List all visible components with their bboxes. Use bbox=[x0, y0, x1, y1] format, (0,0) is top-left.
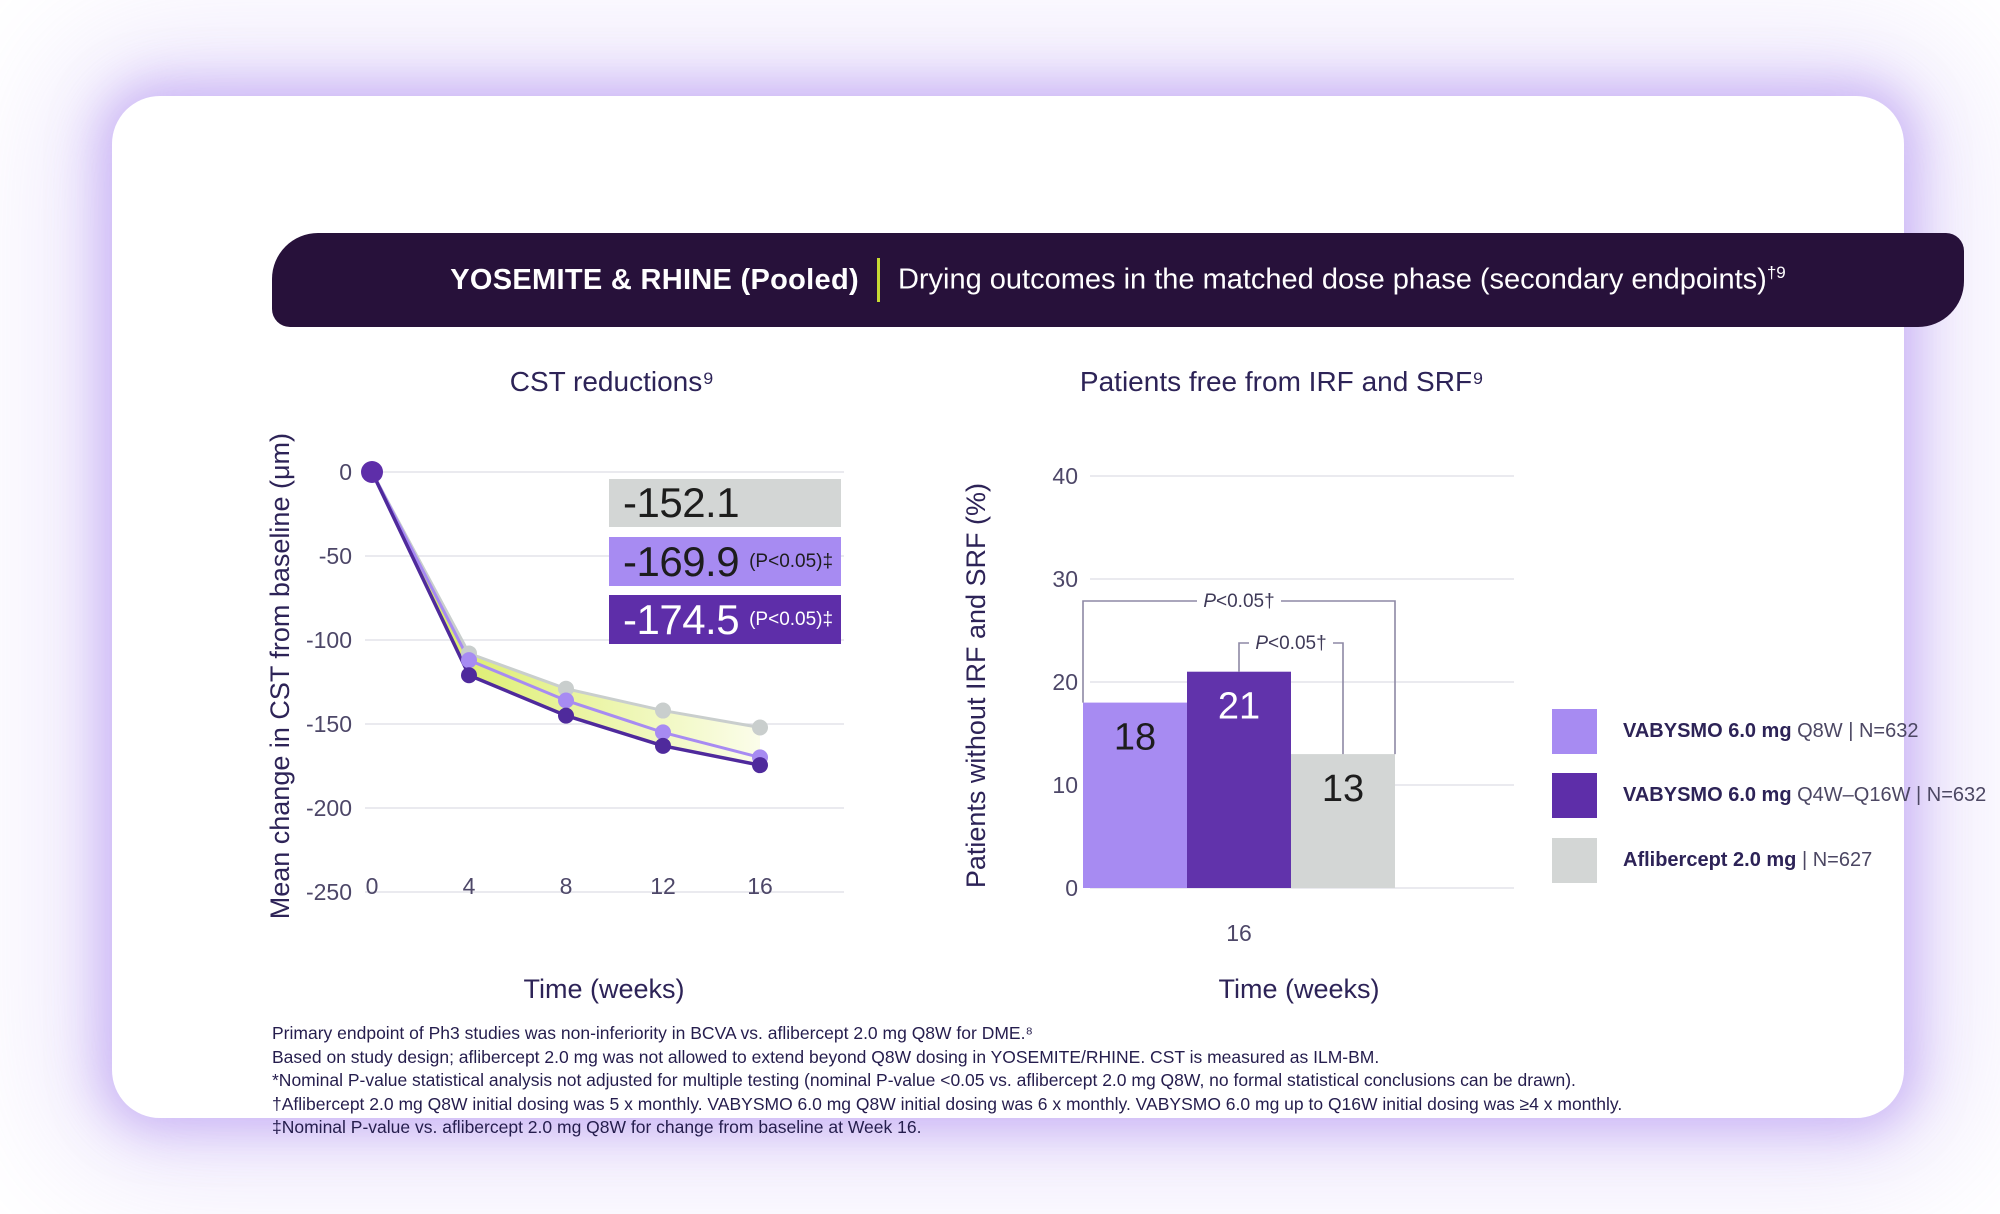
footnote-line: †Aflibercept 2.0 mg Q8W initial dosing w… bbox=[272, 1093, 1623, 1114]
legend-label-aflibercept: Aflibercept 2.0 mg | N=627 bbox=[1623, 848, 1873, 871]
svg-text:0: 0 bbox=[366, 873, 379, 899]
svg-text:12: 12 bbox=[650, 873, 676, 899]
svg-text:0: 0 bbox=[339, 459, 352, 485]
svg-text:18: 18 bbox=[1114, 717, 1156, 759]
irf-srf-chart-title: Patients free from IRF and SRF⁹ bbox=[1079, 366, 1485, 397]
svg-text:-150: -150 bbox=[306, 711, 352, 737]
cst-value-box-q8w: -169.9 (P<0.05)‡ bbox=[609, 537, 841, 586]
legend-item-vabysmo-q4w-q16w: VABYSMO 6.0 mg Q4W–Q16W | N=632 bbox=[1552, 772, 1986, 818]
legend-swatch-aflibercept bbox=[1552, 837, 1597, 883]
cst-pvalue-q4w16w: (P<0.05)‡ bbox=[749, 608, 834, 630]
footnote-line: Based on study design; aflibercept 2.0 m… bbox=[272, 1046, 1380, 1067]
svg-text:21: 21 bbox=[1218, 686, 1260, 728]
legend-swatch-vabysmo-q4w-q16w bbox=[1552, 772, 1597, 818]
footnote-line: ‡Nominal P-value vs. aflibercept 2.0 mg … bbox=[272, 1117, 922, 1137]
irf-srf-x-axis-label: Time (weeks) bbox=[1218, 974, 1380, 1004]
header-divider bbox=[876, 258, 880, 302]
footnote-line: Primary endpoint of Ph3 studies was non-… bbox=[272, 1023, 1033, 1043]
cst-pvalue-q8w: (P<0.05)‡ bbox=[749, 550, 834, 572]
svg-text:0: 0 bbox=[1065, 875, 1078, 901]
cst-value-box-aflibercept: -152.1 bbox=[609, 479, 841, 527]
svg-text:30: 30 bbox=[1052, 566, 1078, 592]
svg-text:8: 8 bbox=[560, 873, 573, 899]
header-title: Drying outcomes in the matched dose phas… bbox=[897, 263, 1786, 296]
svg-text:13: 13 bbox=[1322, 768, 1364, 810]
header-study-names: YOSEMITE & RHINE (Pooled) bbox=[450, 263, 859, 296]
header-title-superscript: †9 bbox=[1766, 263, 1786, 283]
content-card: YOSEMITE & RHINE (Pooled) Drying outcome… bbox=[112, 96, 1986, 1137]
svg-text:-50: -50 bbox=[319, 543, 352, 569]
footnotes: Primary endpoint of Ph3 studies was non-… bbox=[272, 1022, 1872, 1140]
cst-value-q4w16w: -174.5 bbox=[623, 595, 740, 643]
svg-text:-250: -250 bbox=[306, 879, 352, 905]
svg-text:-100: -100 bbox=[306, 627, 352, 653]
cst-x-axis-label: Time (weeks) bbox=[523, 974, 685, 1004]
svg-text:P<0.05†: P<0.05† bbox=[1255, 633, 1326, 654]
irf-srf-bar-chart: 0 10 20 30 40 18 21 13 P<0.05† P<0.05† 16 bbox=[1052, 463, 1514, 946]
svg-text:16: 16 bbox=[1226, 920, 1252, 946]
svg-text:P<0.05†: P<0.05† bbox=[1203, 591, 1274, 612]
cst-line-chart: 0 -50 -100 -150 -200 -250 0 4 8 12 16 bbox=[306, 459, 844, 905]
legend-item-vabysmo-q8w: VABYSMO 6.0 mg Q8W | N=632 bbox=[1552, 708, 1918, 754]
svg-text:4: 4 bbox=[463, 873, 476, 899]
legend-swatch-vabysmo-q8w bbox=[1552, 708, 1597, 754]
legend-label-vabysmo-q4w-q16w: VABYSMO 6.0 mg Q4W–Q16W | N=632 bbox=[1623, 783, 1987, 806]
cst-chart-title: CST reductions⁹ bbox=[509, 366, 715, 397]
svg-text:20: 20 bbox=[1052, 669, 1078, 695]
irf-srf-y-axis-label: Patients without IRF and SRF (%) bbox=[960, 483, 991, 889]
legend-label-vabysmo-q8w: VABYSMO 6.0 mg Q8W | N=632 bbox=[1623, 719, 1919, 742]
svg-text:16: 16 bbox=[747, 873, 773, 899]
header-banner: YOSEMITE & RHINE (Pooled) Drying outcome… bbox=[272, 233, 1964, 327]
cst-value-box-q4w16w: -174.5 (P<0.05)‡ bbox=[609, 595, 841, 644]
cst-value-q8w: -169.9 bbox=[623, 537, 740, 585]
svg-text:10: 10 bbox=[1052, 772, 1078, 798]
svg-text:40: 40 bbox=[1052, 463, 1078, 489]
cst-value-aflibercept: -152.1 bbox=[623, 479, 740, 526]
footnote-line: *Nominal P-value statistical analysis no… bbox=[272, 1070, 1576, 1090]
svg-text:-200: -200 bbox=[306, 795, 352, 821]
legend-item-aflibercept: Aflibercept 2.0 mg | N=627 bbox=[1552, 837, 1872, 883]
